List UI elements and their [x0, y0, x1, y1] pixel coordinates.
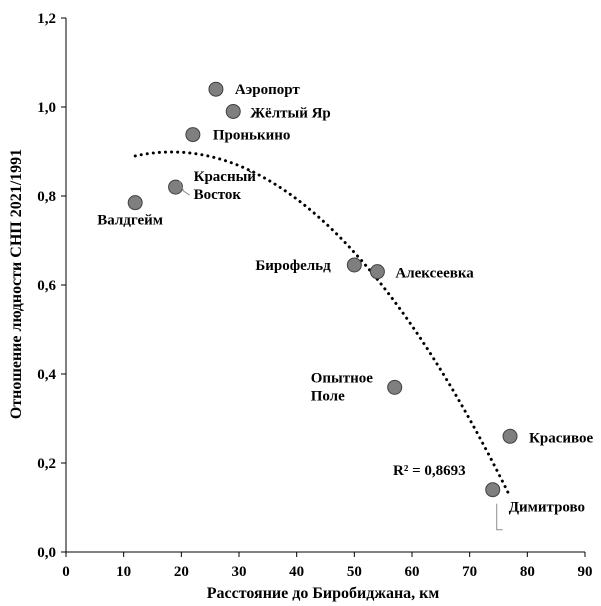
- x-tick-label: 60: [405, 564, 420, 580]
- x-tick-label: 10: [116, 564, 131, 580]
- x-tick-label: 20: [174, 564, 189, 580]
- y-tick-label: 0,4: [37, 367, 56, 383]
- x-axis-title: Расстояние до Биробиджана, км: [207, 585, 440, 602]
- point-label: Жёлтый Яр: [250, 105, 331, 121]
- axes: 0 10 20 30 40 50 60 70 80 90 0,0 0,2 0,4 0,6 0,8 1,0 1,2: [37, 11, 592, 580]
- point-label-line: Аэропорт: [235, 82, 300, 98]
- label-leader-line: [496, 503, 503, 531]
- point-label: Бирофельд: [255, 258, 331, 274]
- point-label-line: Опытное: [311, 370, 374, 386]
- data-point: [502, 428, 518, 444]
- x-tick-label: 80: [520, 564, 535, 580]
- y-tick-label: 0,2: [37, 456, 56, 472]
- point-label: Димитрово: [509, 500, 585, 516]
- r-squared-label: R² = 0,8693: [393, 463, 466, 479]
- y-tick-label: 1,2: [37, 11, 56, 27]
- x-tick-label: 30: [232, 564, 247, 580]
- point-labels: Валдгейм Красный Восток Пронькино Аэропорт Жё…: [97, 82, 594, 531]
- point-label-line: Алексеевка: [395, 266, 474, 282]
- y-axis-title: Отношение людности СНП 2021/1991: [8, 149, 25, 419]
- data-point: [387, 379, 403, 395]
- point-label: Красивое: [529, 430, 594, 446]
- data-point: [185, 127, 201, 143]
- x-tick-label: 40: [289, 564, 304, 580]
- point-label: Валдгейм: [97, 213, 163, 229]
- y-tick-label: 0,8: [37, 189, 56, 205]
- y-tick-label: 0,0: [37, 545, 56, 561]
- data-point: [485, 482, 501, 498]
- point-label: Опытное Поле: [311, 370, 374, 404]
- data-point: [168, 179, 184, 195]
- x-tick-label: 90: [578, 564, 593, 580]
- point-label: Аэропорт: [235, 82, 300, 98]
- data-point: [346, 257, 362, 273]
- point-label-line: Красный: [194, 169, 257, 185]
- point-label-line: Димитрово: [509, 500, 585, 516]
- x-tick-label: 70: [462, 564, 477, 580]
- point-label-line: Валдгейм: [97, 213, 163, 229]
- y-tick-label: 1,0: [37, 100, 56, 116]
- data-point: [208, 81, 224, 97]
- point-label: Пронькино: [213, 128, 291, 144]
- point-label-line: Жёлтый Яр: [250, 105, 331, 121]
- point-label-line: Восток: [194, 187, 242, 203]
- point-label: Красный Восток: [194, 169, 257, 203]
- point-label-line: Красивое: [529, 430, 594, 446]
- point-label: Алексеевка: [395, 266, 474, 282]
- point-label-line: Поле: [311, 388, 345, 404]
- data-point: [225, 103, 241, 119]
- x-tick-label: 50: [347, 564, 362, 580]
- x-tick-label: 0: [62, 564, 70, 580]
- trendline: [133, 150, 512, 499]
- y-tick-label: 0,6: [37, 278, 56, 294]
- point-label-line: Бирофельд: [255, 258, 331, 274]
- point-label-line: Пронькино: [213, 128, 291, 144]
- data-point: [369, 264, 385, 280]
- label-leader-line: [179, 180, 190, 196]
- data-points: [127, 81, 518, 498]
- data-point: [127, 195, 143, 211]
